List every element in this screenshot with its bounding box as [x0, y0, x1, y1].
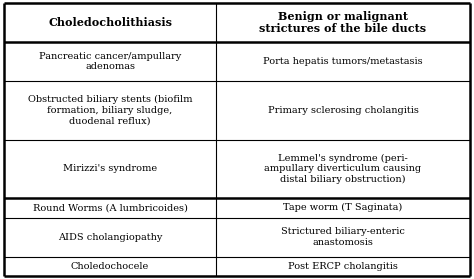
- Text: Mirizzi's syndrome: Mirizzi's syndrome: [63, 164, 157, 173]
- Text: Strictured biliary-enteric
anastomosis: Strictured biliary-enteric anastomosis: [281, 227, 405, 247]
- Text: Porta hepatis tumors/metastasis: Porta hepatis tumors/metastasis: [263, 57, 423, 66]
- Text: Obstructed biliary stents (biofilm
formation, biliary sludge,
duodenal reflux): Obstructed biliary stents (biofilm forma…: [28, 95, 192, 125]
- Text: Round Worms (A lumbricoides): Round Worms (A lumbricoides): [33, 203, 187, 212]
- Text: Choledochocele: Choledochocele: [71, 262, 149, 271]
- Text: AIDS cholangiopathy: AIDS cholangiopathy: [58, 232, 162, 242]
- Text: Benign or malignant
strictures of the bile ducts: Benign or malignant strictures of the bi…: [259, 11, 427, 34]
- Text: Primary sclerosing cholangitis: Primary sclerosing cholangitis: [268, 106, 419, 115]
- Text: Post ERCP cholangitis: Post ERCP cholangitis: [288, 262, 398, 271]
- Text: Choledocholithiasis: Choledocholithiasis: [48, 17, 172, 28]
- Text: Pancreatic cancer/ampullary
adenomas: Pancreatic cancer/ampullary adenomas: [39, 52, 181, 71]
- Text: Lemmel's syndrome (peri-
ampullary diverticulum causing
distal biliary obstructi: Lemmel's syndrome (peri- ampullary diver…: [264, 154, 421, 184]
- Text: Tape worm (T Saginata): Tape worm (T Saginata): [283, 203, 402, 212]
